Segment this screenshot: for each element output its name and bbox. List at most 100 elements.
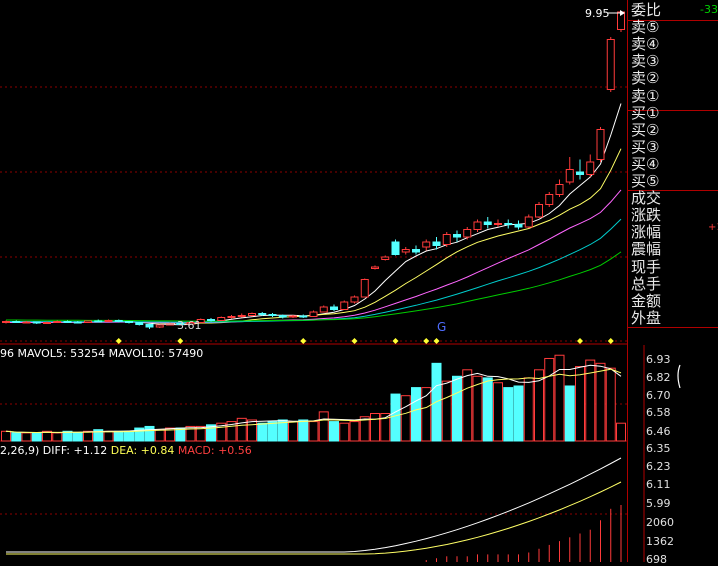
volume-legend: 96 MAVOL5: 53254 MAVOL10: 57490 xyxy=(0,347,203,360)
macd-legend: 2,26,9) DIFF: +1.12 DEA: +0.84 MACD: +0.… xyxy=(0,444,252,457)
price-high-arrowhead xyxy=(620,10,625,16)
signal-diamond xyxy=(433,338,440,344)
volume-bar xyxy=(267,421,278,442)
candle-body xyxy=(114,320,123,322)
candle-body xyxy=(299,315,308,318)
candle-body xyxy=(412,249,420,253)
volume-bar xyxy=(564,385,575,442)
volume-bar xyxy=(62,430,73,442)
volume-bar xyxy=(72,432,83,442)
side-delta-value: +1 xyxy=(708,222,718,233)
candle-body xyxy=(207,319,215,321)
price-scale-label: 6.11 xyxy=(646,478,671,491)
price-scale-label: 6.23 xyxy=(646,460,671,473)
candle-body xyxy=(442,234,451,245)
candle-body xyxy=(53,321,62,323)
signal-diamond xyxy=(607,338,614,344)
volume-bar xyxy=(534,369,544,442)
macd-value: MACD: +0.56 xyxy=(177,444,252,457)
kline-chart[interactable] xyxy=(0,0,630,562)
volume-bar xyxy=(616,422,626,442)
volume-bar xyxy=(42,430,52,442)
volume-bar xyxy=(165,427,175,442)
price-scale-label: 698 xyxy=(646,553,667,566)
volume-bar xyxy=(247,419,257,442)
volume-bar xyxy=(472,375,483,442)
candle-body xyxy=(268,314,277,316)
candle-body xyxy=(330,306,338,310)
candle-body xyxy=(196,319,205,323)
candle-body xyxy=(43,322,51,324)
signal-diamond xyxy=(177,338,184,344)
order-book-label: 卖① xyxy=(631,86,660,105)
volume-bar xyxy=(544,357,555,442)
volume-bar xyxy=(462,369,473,442)
candle-body xyxy=(401,249,410,253)
price-scale-label: 2060 xyxy=(646,516,674,529)
mavol10-value: MAVOL10: 57490 xyxy=(108,347,204,360)
volume-bar xyxy=(226,421,237,442)
candle-body xyxy=(360,279,369,298)
candle-body xyxy=(576,171,584,175)
volume-bar xyxy=(93,429,104,442)
volume-bar xyxy=(154,429,165,442)
candle-body xyxy=(227,316,236,318)
volume-bar xyxy=(144,425,155,442)
order-book-label: 卖⑤ xyxy=(631,18,660,37)
price-scale-label: 1362 xyxy=(646,535,674,548)
volume-legend-prefix: 96 xyxy=(0,347,14,360)
signal-diamond xyxy=(351,338,358,344)
order-book-label: 买② xyxy=(631,120,660,139)
candle-body xyxy=(12,321,21,323)
candle-body xyxy=(453,234,461,238)
candle-body xyxy=(135,322,144,325)
volume-bar xyxy=(11,432,22,442)
volume-bar xyxy=(308,421,319,442)
price-scale-label: 6.93 xyxy=(646,353,671,366)
order-book-label: 外盘 xyxy=(631,308,662,327)
signal-diamond xyxy=(423,338,430,344)
order-book-label: 卖③ xyxy=(631,52,660,71)
price-scale-label: 6.35 xyxy=(646,442,671,455)
ma20-line xyxy=(6,189,622,324)
volume-bar xyxy=(482,377,493,442)
order-book-label: 涨跌 xyxy=(631,206,662,225)
diff-line xyxy=(6,457,622,553)
volume-bar xyxy=(288,421,298,442)
volume-bar xyxy=(298,419,309,442)
volume-bar xyxy=(441,380,452,442)
order-book-label: 买④ xyxy=(631,154,660,173)
price-low-marker: 3.61 xyxy=(177,319,202,332)
candle-body xyxy=(2,321,10,323)
candle-body xyxy=(381,256,390,260)
candle-body xyxy=(586,161,595,175)
candle-body xyxy=(524,216,533,228)
diff-value: DIFF: +1.12 xyxy=(42,444,108,457)
volume-bar xyxy=(124,430,134,442)
candle-body xyxy=(22,321,31,324)
volume-bar xyxy=(134,427,145,442)
order-book-label: 总手 xyxy=(631,274,662,293)
scale-bracket xyxy=(677,364,681,389)
volume-bar xyxy=(83,430,93,442)
volume-bar xyxy=(113,430,124,442)
candle-body xyxy=(545,194,554,205)
candle-body xyxy=(186,322,195,325)
volume-bar xyxy=(575,366,585,442)
candle-body xyxy=(258,313,267,315)
candle-body xyxy=(176,323,185,325)
volume-bar xyxy=(52,432,63,442)
price-scale-label: 6.58 xyxy=(646,406,671,419)
volume-bar xyxy=(1,430,11,442)
volume-bar xyxy=(493,382,503,442)
candle-body xyxy=(145,324,154,328)
candle-body xyxy=(84,320,92,323)
volume-bar xyxy=(390,393,401,442)
price-high-marker: 9.95 xyxy=(585,7,610,20)
order-book-label: 现手 xyxy=(631,257,662,276)
dea-line xyxy=(6,481,622,555)
order-book-label: 震幅 xyxy=(631,240,662,259)
volume-bar xyxy=(554,354,565,442)
candle-body xyxy=(555,184,564,195)
candle-body xyxy=(350,296,359,303)
